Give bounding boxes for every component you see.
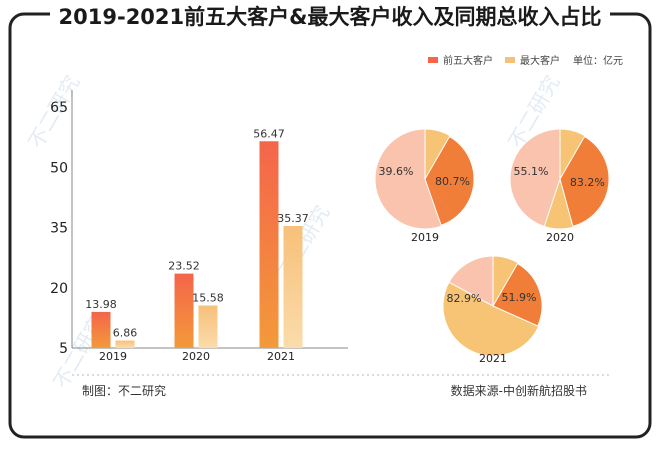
legend: 前五大客户 最大客户 单位：亿元 (428, 54, 623, 67)
chart-title: 2019-2021前五大客户&最大客户收入及同期总收入占比 (59, 5, 602, 29)
pie-label-top5: 51.9% (502, 291, 537, 304)
title-background (50, 2, 610, 28)
legend-swatch-top5 (428, 57, 438, 63)
footer-source: 数据来源-中创新航招股书 (451, 383, 587, 398)
bar-largest-customer (283, 226, 303, 348)
pie-slice-top5-customers (559, 135, 610, 227)
pie-slice-top5-customers (492, 262, 543, 327)
unit-label: 单位：亿元 (573, 54, 623, 67)
y-tick-label: 50 (50, 160, 68, 176)
bar-top5-customers (91, 311, 111, 348)
x-category-label: 2019 (99, 350, 127, 363)
pie-chart-2021: 51.9% 82.9% 2021 (442, 255, 544, 365)
pie-label-top5: 80.7% (435, 175, 470, 188)
pie-label-top5: 83.2% (570, 176, 605, 189)
pie-label-largest: 55.1% (514, 165, 549, 178)
pie-charts: 80.7% 39.6% 2019 83.2% 55.1% 2020 51.9% 82.9% 20… (374, 128, 611, 365)
x-category-label: 2020 (182, 350, 210, 363)
bar-value-label: 13.98 (85, 298, 117, 311)
y-tick-labels: 65 50 35 20 5 (50, 100, 68, 357)
bar-value-label: 35.37 (277, 212, 309, 225)
y-tick-label: 20 (50, 281, 68, 297)
bar-top5-customers (259, 141, 279, 348)
legend-swatch-largest (505, 57, 515, 63)
pie-year-label: 2019 (411, 231, 439, 244)
legend-label-top5: 前五大客户 (443, 54, 493, 67)
bar-value-label: 15.58 (192, 292, 224, 305)
bar-value-label: 23.52 (168, 260, 200, 273)
bar-largest-customer (198, 305, 218, 348)
bar-value-label: 56.47 (253, 127, 285, 140)
pie-slice-top5-customers (424, 135, 475, 226)
pie-chart-2020: 83.2% 55.1% 2020 (509, 128, 611, 244)
legend-label-largest: 最大客户 (520, 54, 560, 67)
pie-year-label: 2021 (479, 352, 507, 365)
pie-year-label: 2020 (546, 231, 574, 244)
pie-chart-2019: 80.7% 39.6% 2019 (374, 128, 476, 244)
y-tick-label: 35 (50, 221, 68, 237)
bar-largest-customer (115, 340, 135, 348)
footer-credit: 制图：不二研究 (82, 383, 166, 398)
y-tick-label: 5 (59, 341, 68, 357)
bar-value-label: 6.86 (113, 327, 138, 340)
bar-top5-customers (174, 273, 194, 348)
y-tick-label: 65 (50, 100, 68, 116)
bar-series: 13.98 6.86 2019 23.52 15.58 2020 56.47 35.37 202… (85, 127, 309, 363)
x-category-label: 2021 (267, 350, 295, 363)
pie-label-largest: 39.6% (379, 165, 414, 178)
pie-label-largest: 82.9% (447, 292, 482, 305)
